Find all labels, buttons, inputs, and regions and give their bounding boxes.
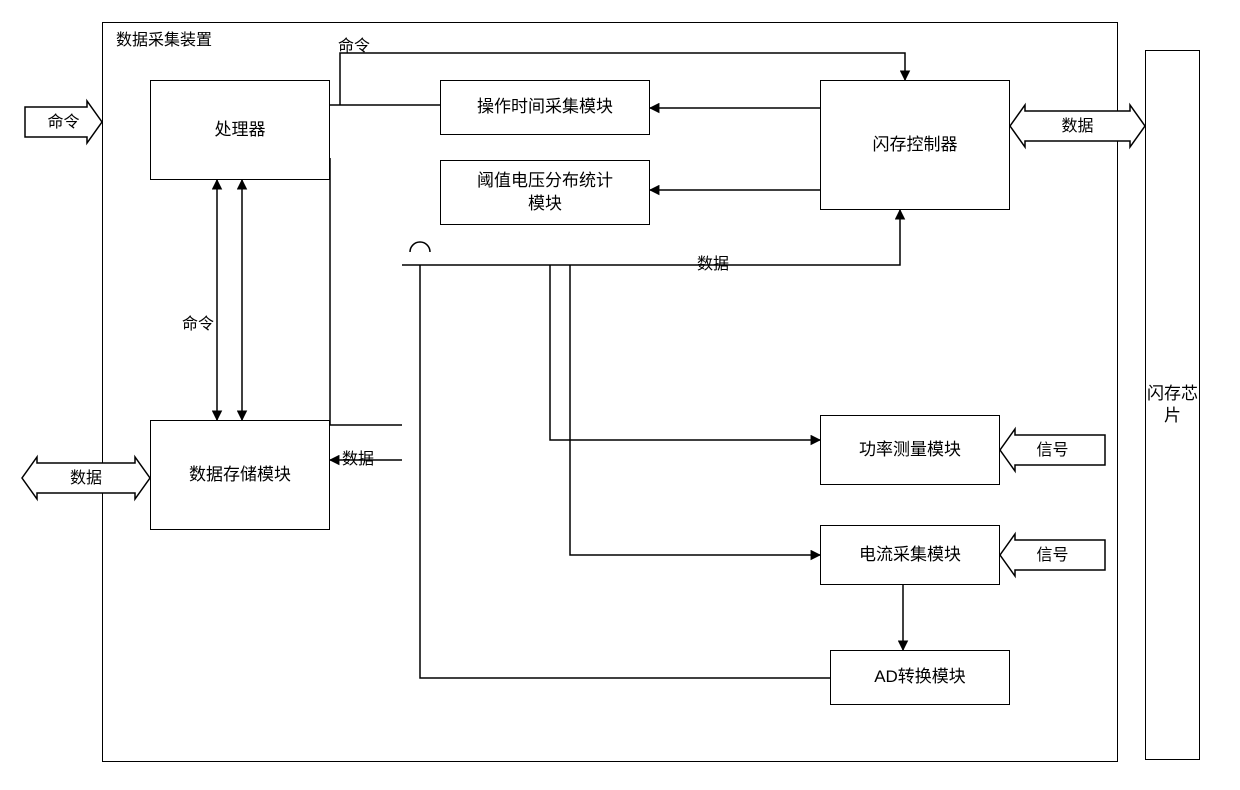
flash-ctrl-label: 闪存控制器 <box>873 134 958 156</box>
power-box: 功率测量模块 <box>820 415 1000 485</box>
time-collect-box: 操作时间采集模块 <box>440 80 650 135</box>
current-label: 电流采集模块 <box>859 544 961 566</box>
edge-label-data-mid: 数据 <box>695 250 731 274</box>
time-collect-label: 操作时间采集模块 <box>477 96 613 118</box>
container-label: 数据采集装置 <box>114 26 214 50</box>
storage-label: 数据存储模块 <box>189 464 291 486</box>
edge-label-cmd-top: 命令 <box>336 32 372 56</box>
threshold-label: 阈值电压分布统计模块 <box>477 170 613 214</box>
processor-label: 处理器 <box>215 119 266 141</box>
ad-box: AD转换模块 <box>830 650 1010 705</box>
edge-label-cmd-left: 命令 <box>180 310 216 334</box>
flash-chip-label: 闪存芯片 <box>1146 383 1199 427</box>
flash-chip-box: 闪存芯片 <box>1145 50 1200 760</box>
storage-box: 数据存储模块 <box>150 420 330 530</box>
edge-label-data-left: 数据 <box>340 445 376 469</box>
processor-box: 处理器 <box>150 80 330 180</box>
diagram-canvas: 数据采集装置 处理器 数据存储模块 闪存控制器 操作时间采集模块 阈值电压分布统… <box>0 0 1240 790</box>
threshold-box: 阈值电压分布统计模块 <box>440 160 650 225</box>
current-box: 电流采集模块 <box>820 525 1000 585</box>
svg-text:命令: 命令 <box>47 113 79 131</box>
power-label: 功率测量模块 <box>859 439 961 461</box>
ad-label: AD转换模块 <box>874 666 966 688</box>
flash-ctrl-box: 闪存控制器 <box>820 80 1010 210</box>
svg-text:数据: 数据 <box>70 469 102 487</box>
